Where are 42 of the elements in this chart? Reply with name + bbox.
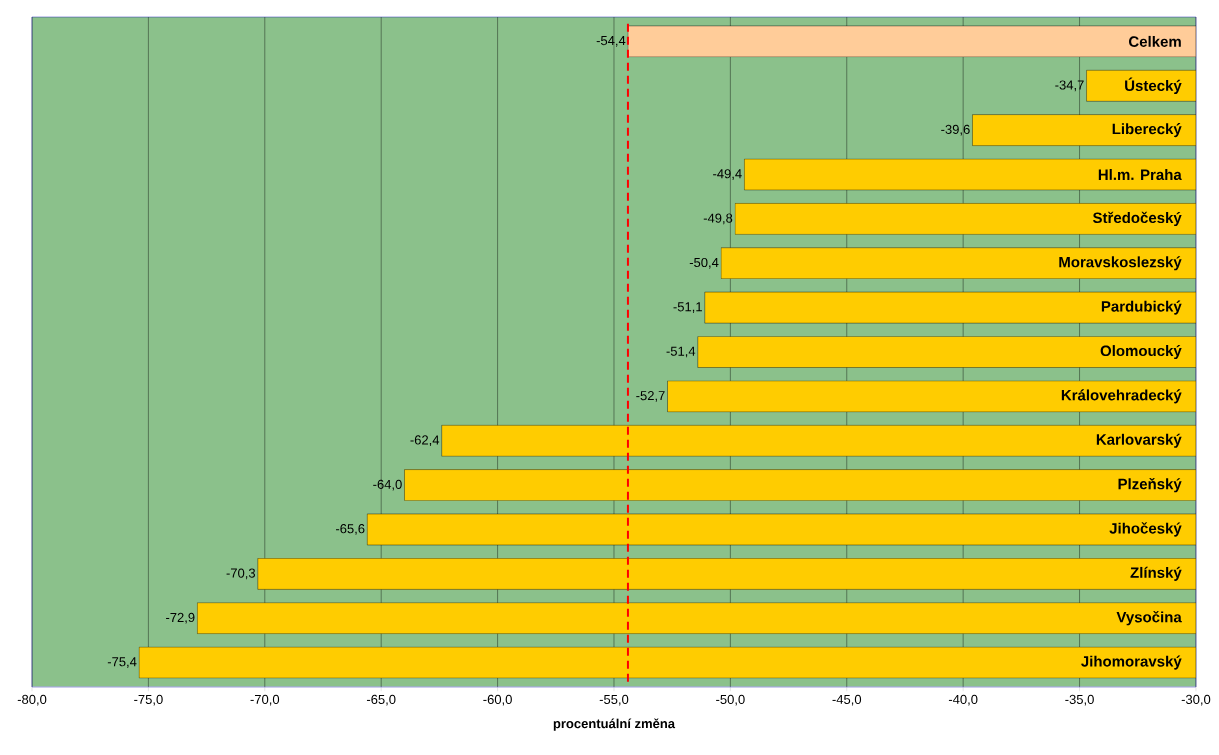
y-tick-label: Liberecký [1112,123,1182,138]
x-tick-label: -80,0 [17,694,47,706]
y-tick-label: Moravskoslezský [1059,256,1182,271]
data-label: -50,4 [689,257,719,269]
y-tick-label: Vysočina [1116,611,1182,626]
data-label: -49,8 [703,213,733,225]
data-label: -64,0 [373,479,402,491]
y-tick-label: Karlovarský [1096,433,1182,448]
x-tick-label: -75,0 [134,694,163,706]
y-tick-label: Olomoucký [1100,344,1182,360]
x-tick-label: -30,0 [1181,694,1211,706]
x-tick-label: -65,0 [366,694,396,706]
data-label: -34,7 [1055,80,1084,92]
y-tick-label: Královehradecký [1061,389,1182,404]
x-tick-label: -60,0 [483,694,512,706]
data-label: -62,4 [410,435,440,447]
y-tick-label: Jihomoravský [1081,655,1182,670]
x-tick-label: -45,0 [832,694,862,706]
data-label: -75,4 [107,657,137,668]
y-tick-label: Hl.m. Praha [1098,169,1182,181]
data-label: -54,4 [596,36,626,47]
data-label: -49,4 [713,169,742,180]
x-tick-label: -35,0 [1065,694,1094,706]
data-label: -70,3 [226,568,256,580]
x-axis-title: procentuální změna [553,718,676,731]
x-tick-label: -40,0 [948,694,978,706]
data-label: -51,4 [666,346,696,358]
data-label: -52,7 [636,391,665,402]
x-tick-label: -50,0 [716,694,745,706]
y-tick-label: Jihočeský [1109,522,1182,537]
y-tick-label: Zlínský [1130,566,1182,581]
data-label: -65,6 [335,524,365,535]
y-tick-label: Ústecký [1125,77,1182,94]
y-tick-label: Pardubický [1101,300,1182,315]
data-label: -51,1 [673,302,702,313]
y-tick-label: Celkem [1128,35,1181,47]
y-tick-label: Plzeňský [1118,477,1182,493]
data-label: -72,9 [166,612,195,624]
x-tick-label: -70,0 [250,694,280,706]
data-label: -39,6 [941,124,970,136]
x-tick-label: -55,0 [599,694,629,706]
y-tick-label: Středočeský [1092,211,1182,227]
